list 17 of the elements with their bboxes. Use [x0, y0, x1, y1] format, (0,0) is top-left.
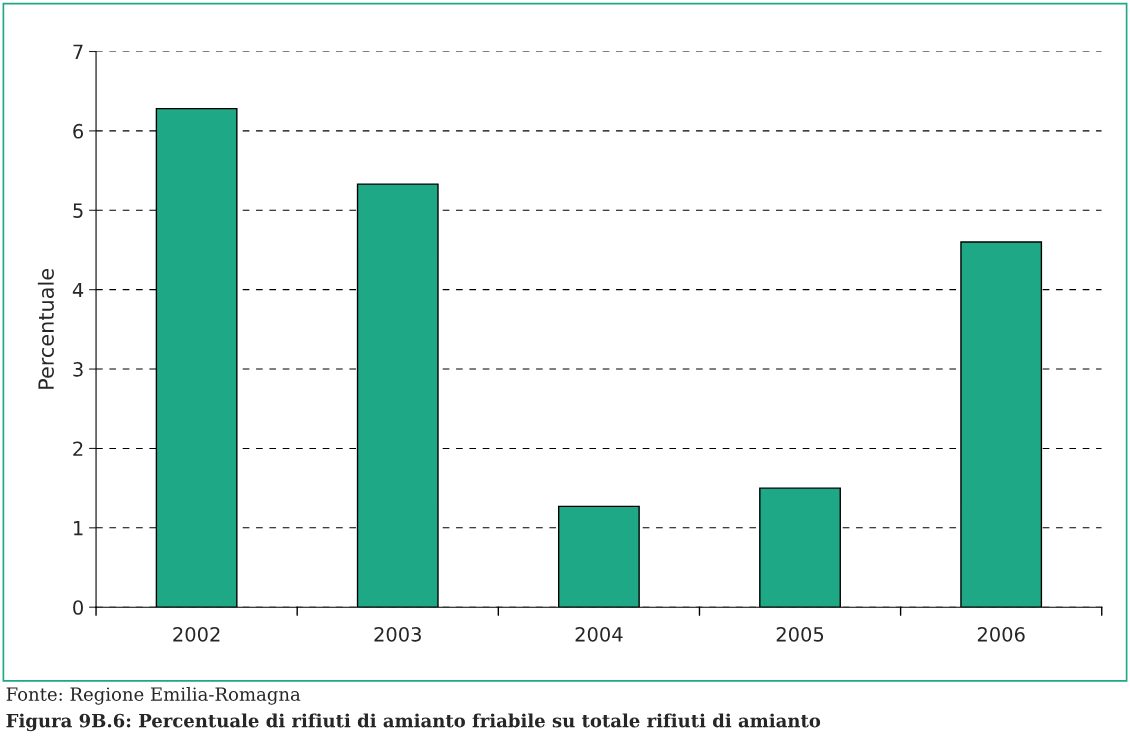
y-tick-label: 5: [73, 203, 83, 218]
y-tick-label: 6: [73, 123, 84, 139]
x-tick-label: 2002: [173, 626, 220, 642]
x-tick-label: 2004: [575, 626, 623, 642]
y-tick-label: 0: [73, 600, 83, 615]
y-tick-label: 3: [73, 362, 83, 377]
x-tick-label: 2003: [374, 626, 421, 642]
text: Figura 9B.6: Percentuale di rifiuti di amianto friabile su totale rifiuti di amianto: [6, 713, 821, 732]
y-tick-label: 7: [73, 44, 83, 59]
y-tick-label: 2: [73, 441, 83, 456]
x-tick-label: 2005: [776, 626, 824, 642]
y-tick-label: 1: [74, 521, 83, 536]
x-tick-label: 2006: [977, 626, 1025, 642]
y-tick-label: 4: [72, 282, 84, 298]
y-axis-title: Percentuale: [37, 269, 54, 389]
source-note: Fonte: Regione Emilia-Romagna: [6, 686, 301, 705]
bar: [960, 241, 1043, 608]
